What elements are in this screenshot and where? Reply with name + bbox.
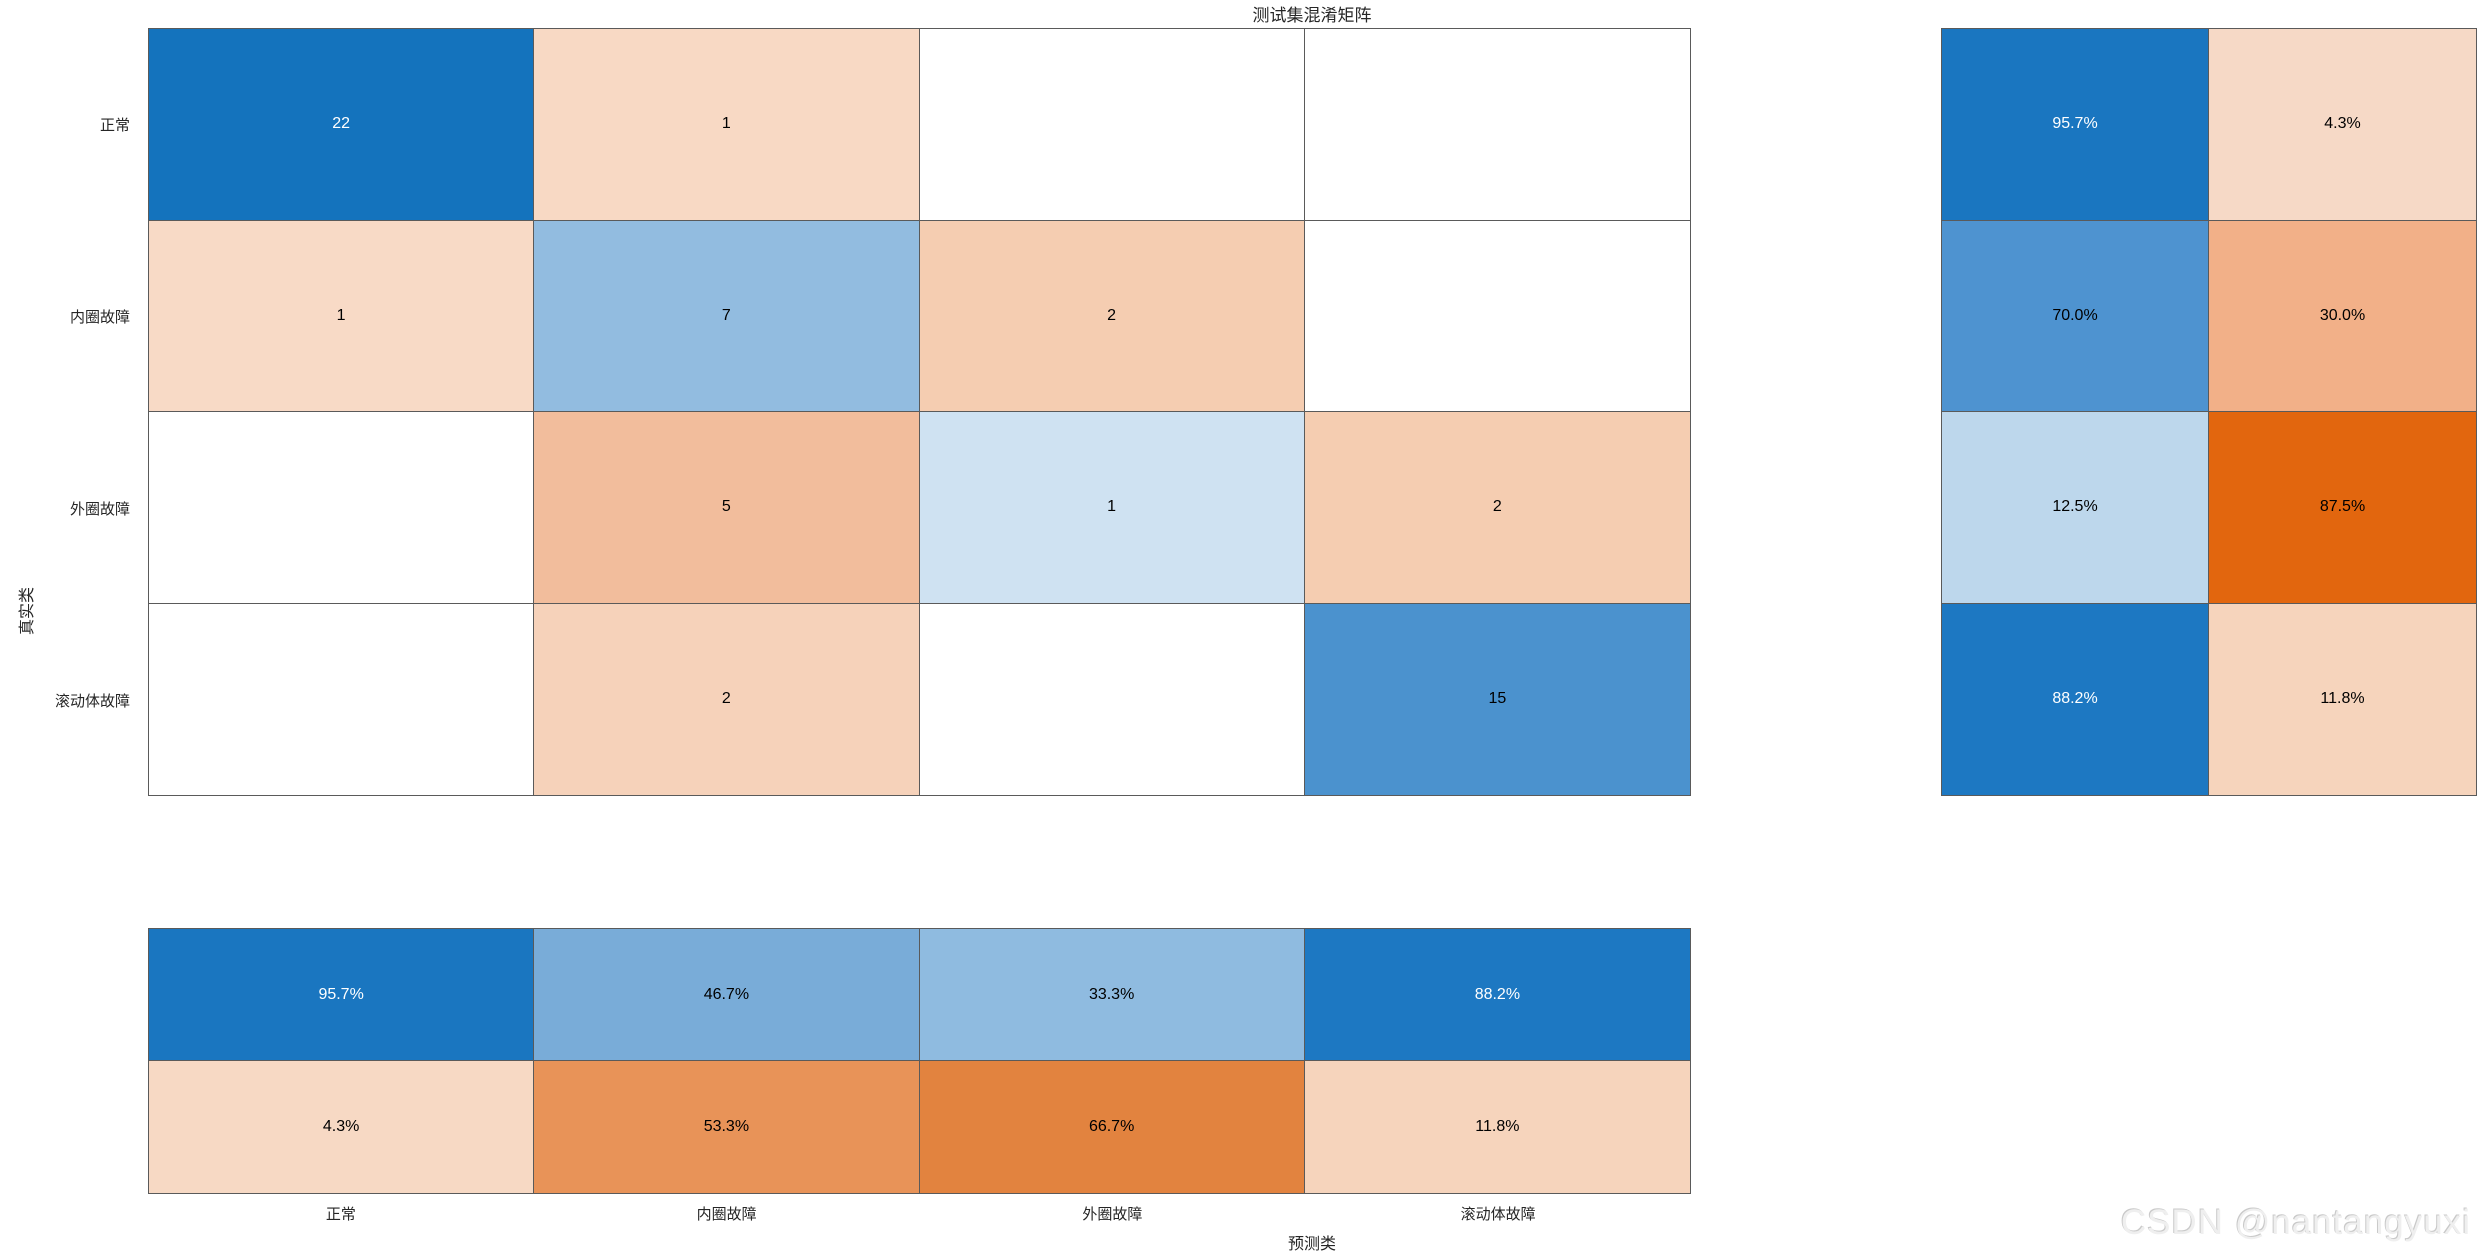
matrix-cell [919,603,1305,795]
matrix-cell: 15 [1304,603,1690,795]
matrix-cell [1304,29,1690,221]
csdn-watermark: CSDN @nantangyuxi [2120,1203,2471,1242]
row-summary-cell: 11.8% [2209,603,2476,795]
row-summary-cell: 4.3% [2209,29,2476,221]
x-tick-label: 内圈故障 [696,1206,757,1223]
matrix-cell: 22 [149,29,535,221]
matrix-cell: 1 [149,220,535,412]
x-tick-label: 滚动体故障 [1460,1206,1536,1223]
row-summary-cell: 87.5% [2209,412,2476,604]
y-axis-label: 真实类 [19,586,36,636]
y-tick-label: 滚动体故障 [54,692,130,710]
column-summary-cell: 66.7% [919,1061,1305,1193]
row-summary-cell: 70.0% [1942,220,2209,412]
row-summary-cell: 12.5% [1942,412,2209,604]
row-summary-cell: 88.2% [1942,603,2209,795]
matrix-cell [149,603,535,795]
column-summary-cell: 95.7% [149,929,535,1061]
matrix-cell [919,29,1305,221]
y-tick-label: 正常 [99,116,130,134]
matrix-cell: 7 [534,220,920,412]
matrix-cell: 2 [919,220,1305,412]
column-summary-cell: 88.2% [1304,929,1690,1061]
matrix-cell [149,412,535,604]
column-summary-cell: 4.3% [149,1061,535,1193]
x-tick-label: 外圈故障 [1082,1206,1143,1223]
column-summary-cell: 33.3% [919,929,1305,1061]
x-tick-labels: 正常 内圈故障 外圈故障 滚动体故障 [148,1203,1691,1225]
x-axis-label: 预测类 [1287,1236,1337,1253]
column-summary-grid: 95.7% 46.7% 33.3% 88.2% 4.3% 53.3% 66.7% 11.8% [148,928,1691,1194]
y-tick-label: 外圈故障 [69,500,130,518]
row-summary-cell: 30.0% [2209,220,2476,412]
confusion-matrix-grid: 22 1 1 7 2 5 1 2 2 15 [148,28,1691,796]
y-tick-labels: 正常内圈故障外圈故障滚动体故障 [0,28,140,796]
row-summary-cell: 95.7% [1942,29,2209,221]
y-tick-label: 内圈故障 [69,308,130,326]
row-summary-grid: 95.7% 4.3% 70.0% 30.0% 12.5% 87.5% 88.2% 11.8% [1941,28,2477,796]
column-summary-cell: 53.3% [534,1061,920,1193]
x-tick-label: 正常 [325,1206,356,1223]
column-summary-cell: 11.8% [1304,1061,1690,1193]
matrix-cell: 2 [1304,412,1690,604]
matrix-cell [1304,220,1690,412]
matrix-cell: 5 [534,412,920,604]
matrix-cell: 1 [534,29,920,221]
matrix-cell: 2 [534,603,920,795]
matrix-cell: 1 [919,412,1305,604]
chart-title: 测试集混淆矩阵 [1252,6,1372,25]
column-summary-cell: 46.7% [534,929,920,1061]
